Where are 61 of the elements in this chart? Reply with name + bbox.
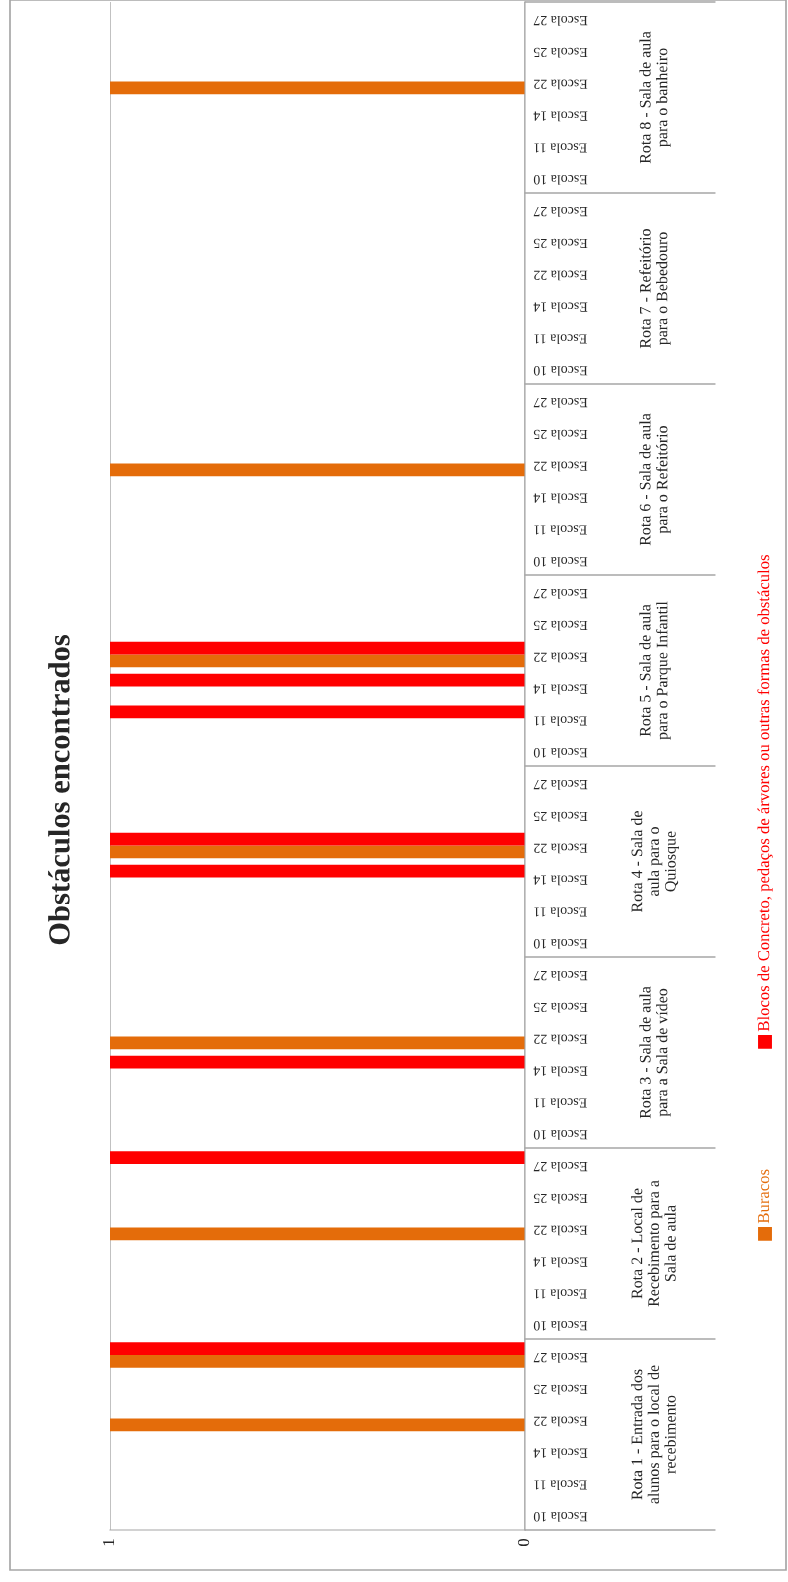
y-tick-label: Escola 25: [533, 620, 588, 631]
text: Rota 1 - Entrada dos alunos para o local de recebimento: [631, 1365, 676, 1504]
y-tick-label: Escola 11: [534, 143, 587, 154]
y-tick-label: Escola 22: [534, 1225, 588, 1236]
y-tick-label: Escola 14: [533, 111, 588, 122]
y-tick-label: Escola 10: [533, 366, 588, 376]
text: Rota 2 - Local de Recebimento para a Sala de aula: [631, 1180, 676, 1307]
y-tick-label: Escola 14: [533, 1257, 588, 1268]
x-tick-label: 1: [103, 1539, 115, 1546]
y-tick-label: Escola 11: [534, 1098, 587, 1109]
y-tick-label: Escola 14: [533, 1066, 588, 1077]
y-tick-label: Escola 14: [533, 302, 588, 313]
y-tick-label: Escola 25: [533, 47, 588, 58]
y-tick-label: Escola 11: [534, 334, 587, 345]
y-tick-label: Escola 11: [534, 907, 587, 918]
y-tick-label: Escola 22: [534, 461, 588, 472]
y-tick-label: Escola 27: [533, 779, 588, 790]
text: Rota 8 - Sala de aula para o banheiro: [639, 31, 671, 164]
y-tick-label: Escola 10: [533, 1321, 588, 1331]
y-tick-label: Escola 11: [534, 1289, 587, 1300]
y-tick-label: Escola 14: [533, 684, 588, 695]
y-tick-label: Escola 27: [533, 1161, 588, 1172]
text: Buracos: [758, 1169, 770, 1224]
x-tick-label: 0: [517, 1538, 530, 1547]
y-tick-label: Escola 10: [533, 175, 588, 185]
y-tick-label: Escola 25: [533, 429, 588, 440]
y-tick-label: Escola 22: [534, 1416, 588, 1427]
y-tick-label: Escola 25: [533, 238, 588, 249]
y-tick-label: Escola 14: [533, 493, 588, 504]
y-tick-label: Escola 22: [534, 843, 588, 854]
y-tick-label: Escola 14: [533, 875, 588, 886]
y-tick-label: Escola 27: [533, 1352, 588, 1363]
y-tick-label: Escola 14: [533, 1448, 588, 1459]
y-tick-label: Escola 27: [533, 15, 588, 26]
text: Rota 4 - Sala de aula para o Quiosque: [631, 811, 679, 913]
y-tick-label: Escola 27: [533, 588, 588, 599]
y-tick-label: Escola 27: [533, 206, 588, 217]
text: Rota 7 - Refeitório para o Bebedouro: [639, 229, 671, 349]
y-tick-label: Escola 11: [534, 716, 587, 727]
text: Obstáculos encontrados: [48, 634, 70, 945]
text: Blocos de Concreto, pedaços de árvores ou outras formas de obstáculos: [757, 555, 773, 1032]
text: Rota 3 - Sala de aula para a Sala de vídeo: [639, 986, 671, 1119]
y-tick-label: Escola 11: [534, 1480, 587, 1491]
y-tick-label: Escola 10: [533, 1130, 588, 1140]
y-tick-label: Escola 22: [534, 270, 588, 281]
y-tick-label: Escola 25: [533, 1193, 588, 1204]
y-tick-label: Escola 22: [534, 652, 588, 663]
y-tick-label: Escola 10: [533, 939, 588, 949]
y-tick-label: Escola 25: [533, 811, 588, 822]
y-tick-label: Escola 22: [534, 79, 588, 90]
y-tick-label: Escola 10: [533, 748, 588, 758]
y-tick-label: Escola 22: [534, 1034, 588, 1045]
text: Rota 6 - Sala de aula para o Refeitório: [639, 413, 671, 546]
y-tick-label: Escola 27: [533, 970, 588, 981]
y-tick-label: Escola 11: [534, 525, 587, 536]
text: Rota 5 - Sala de aula para o Parque Infantil: [639, 601, 671, 740]
y-tick-label: Escola 10: [533, 1512, 588, 1522]
y-tick-label: Escola 25: [533, 1384, 588, 1395]
y-tick-label: Escola 27: [533, 397, 588, 408]
y-tick-label: Escola 10: [533, 557, 588, 567]
y-tick-label: Escola 25: [533, 1002, 588, 1013]
